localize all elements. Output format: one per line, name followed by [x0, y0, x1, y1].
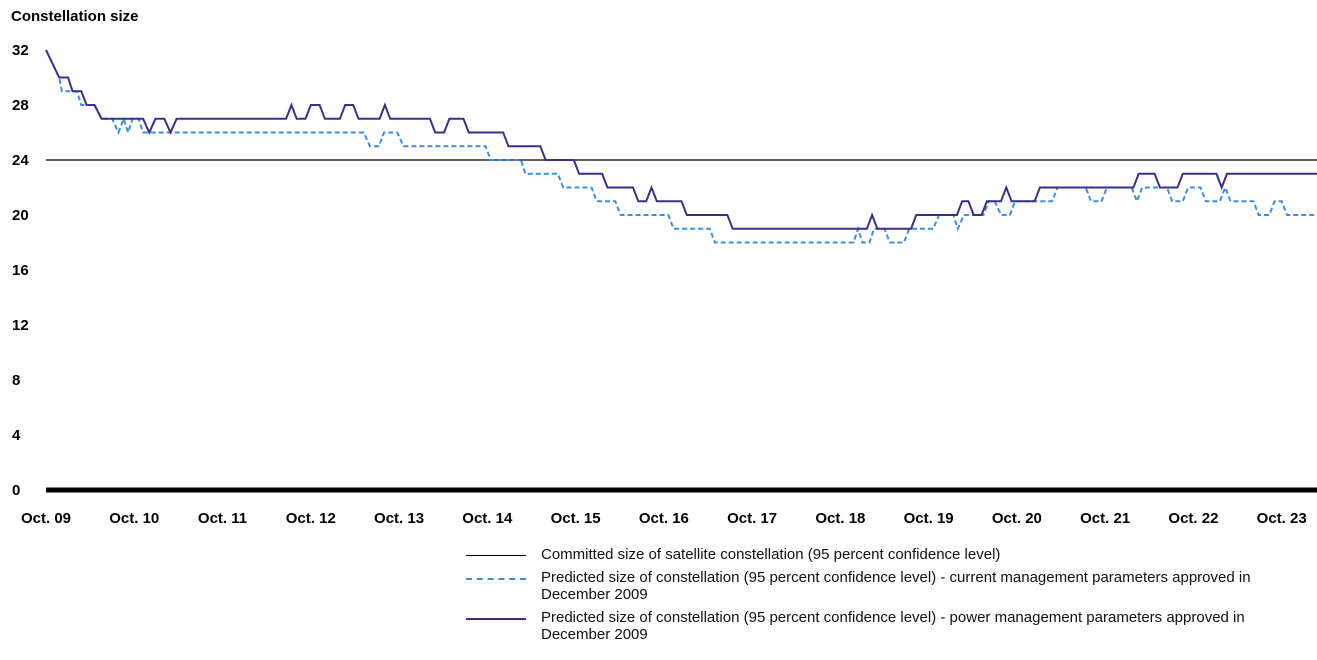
y-tick-label: 16: [12, 262, 29, 279]
x-tick-label: Oct. 16: [639, 510, 689, 527]
y-tick-label: 8: [12, 372, 20, 389]
y-tick-label: 28: [12, 97, 29, 114]
x-tick-label: Oct. 22: [1168, 510, 1218, 527]
chart-title: Constellation size: [11, 8, 139, 25]
x-axis-tick-labels: Oct. 09 Oct. 10 Oct. 11 Oct. 12 Oct. 13 Oct. …: [21, 510, 1307, 527]
legend-item-current: Predicted size of constellation (95 perc…: [466, 569, 1306, 603]
x-tick-label: Oct. 17: [727, 510, 777, 527]
current-management-line: [45, 49, 1317, 244]
x-tick-label: Oct. 09: [21, 510, 71, 527]
x-tick-label: Oct. 19: [904, 510, 954, 527]
y-tick-label: 0: [12, 482, 20, 499]
legend-item-power: Predicted size of constellation (95 perc…: [466, 609, 1306, 643]
x-tick-label: Oct. 21: [1080, 510, 1130, 527]
power-management-line: [45, 49, 1317, 230]
legend-swatch-committed: [466, 555, 526, 556]
x-tick-label: Oct. 11: [198, 510, 247, 527]
x-tick-label: Oct. 14: [462, 510, 513, 527]
y-tick-label: 32: [12, 42, 29, 59]
y-axis-tick-labels: 0 4 8 12 16 20 24 28 32: [12, 42, 29, 499]
legend-swatch-current: [466, 578, 526, 580]
y-tick-label: 4: [12, 427, 21, 444]
y-tick-label: 20: [12, 207, 29, 224]
legend-label-current: Predicted size of constellation (95 perc…: [541, 569, 1251, 603]
series-layer: [45, 49, 1317, 244]
y-tick-label: 24: [12, 152, 29, 169]
y-tick-label: 12: [12, 317, 29, 334]
legend-item-committed: Committed size of satellite constellatio…: [466, 546, 1306, 563]
legend-swatch-power: [466, 618, 526, 620]
x-tick-label: Oct. 10: [109, 510, 159, 527]
x-tick-label: Oct. 12: [286, 510, 336, 527]
legend-label-committed: Committed size of satellite constellatio…: [541, 546, 1001, 563]
x-tick-label: Oct. 20: [992, 510, 1042, 527]
x-tick-label: Oct. 18: [815, 510, 865, 527]
legend: Committed size of satellite constellatio…: [466, 546, 1306, 649]
legend-label-power: Predicted size of constellation (95 perc…: [541, 609, 1245, 643]
x-tick-label: Oct. 23: [1257, 510, 1307, 527]
x-tick-label: Oct. 13: [374, 510, 424, 527]
x-tick-label: Oct. 15: [551, 510, 601, 527]
